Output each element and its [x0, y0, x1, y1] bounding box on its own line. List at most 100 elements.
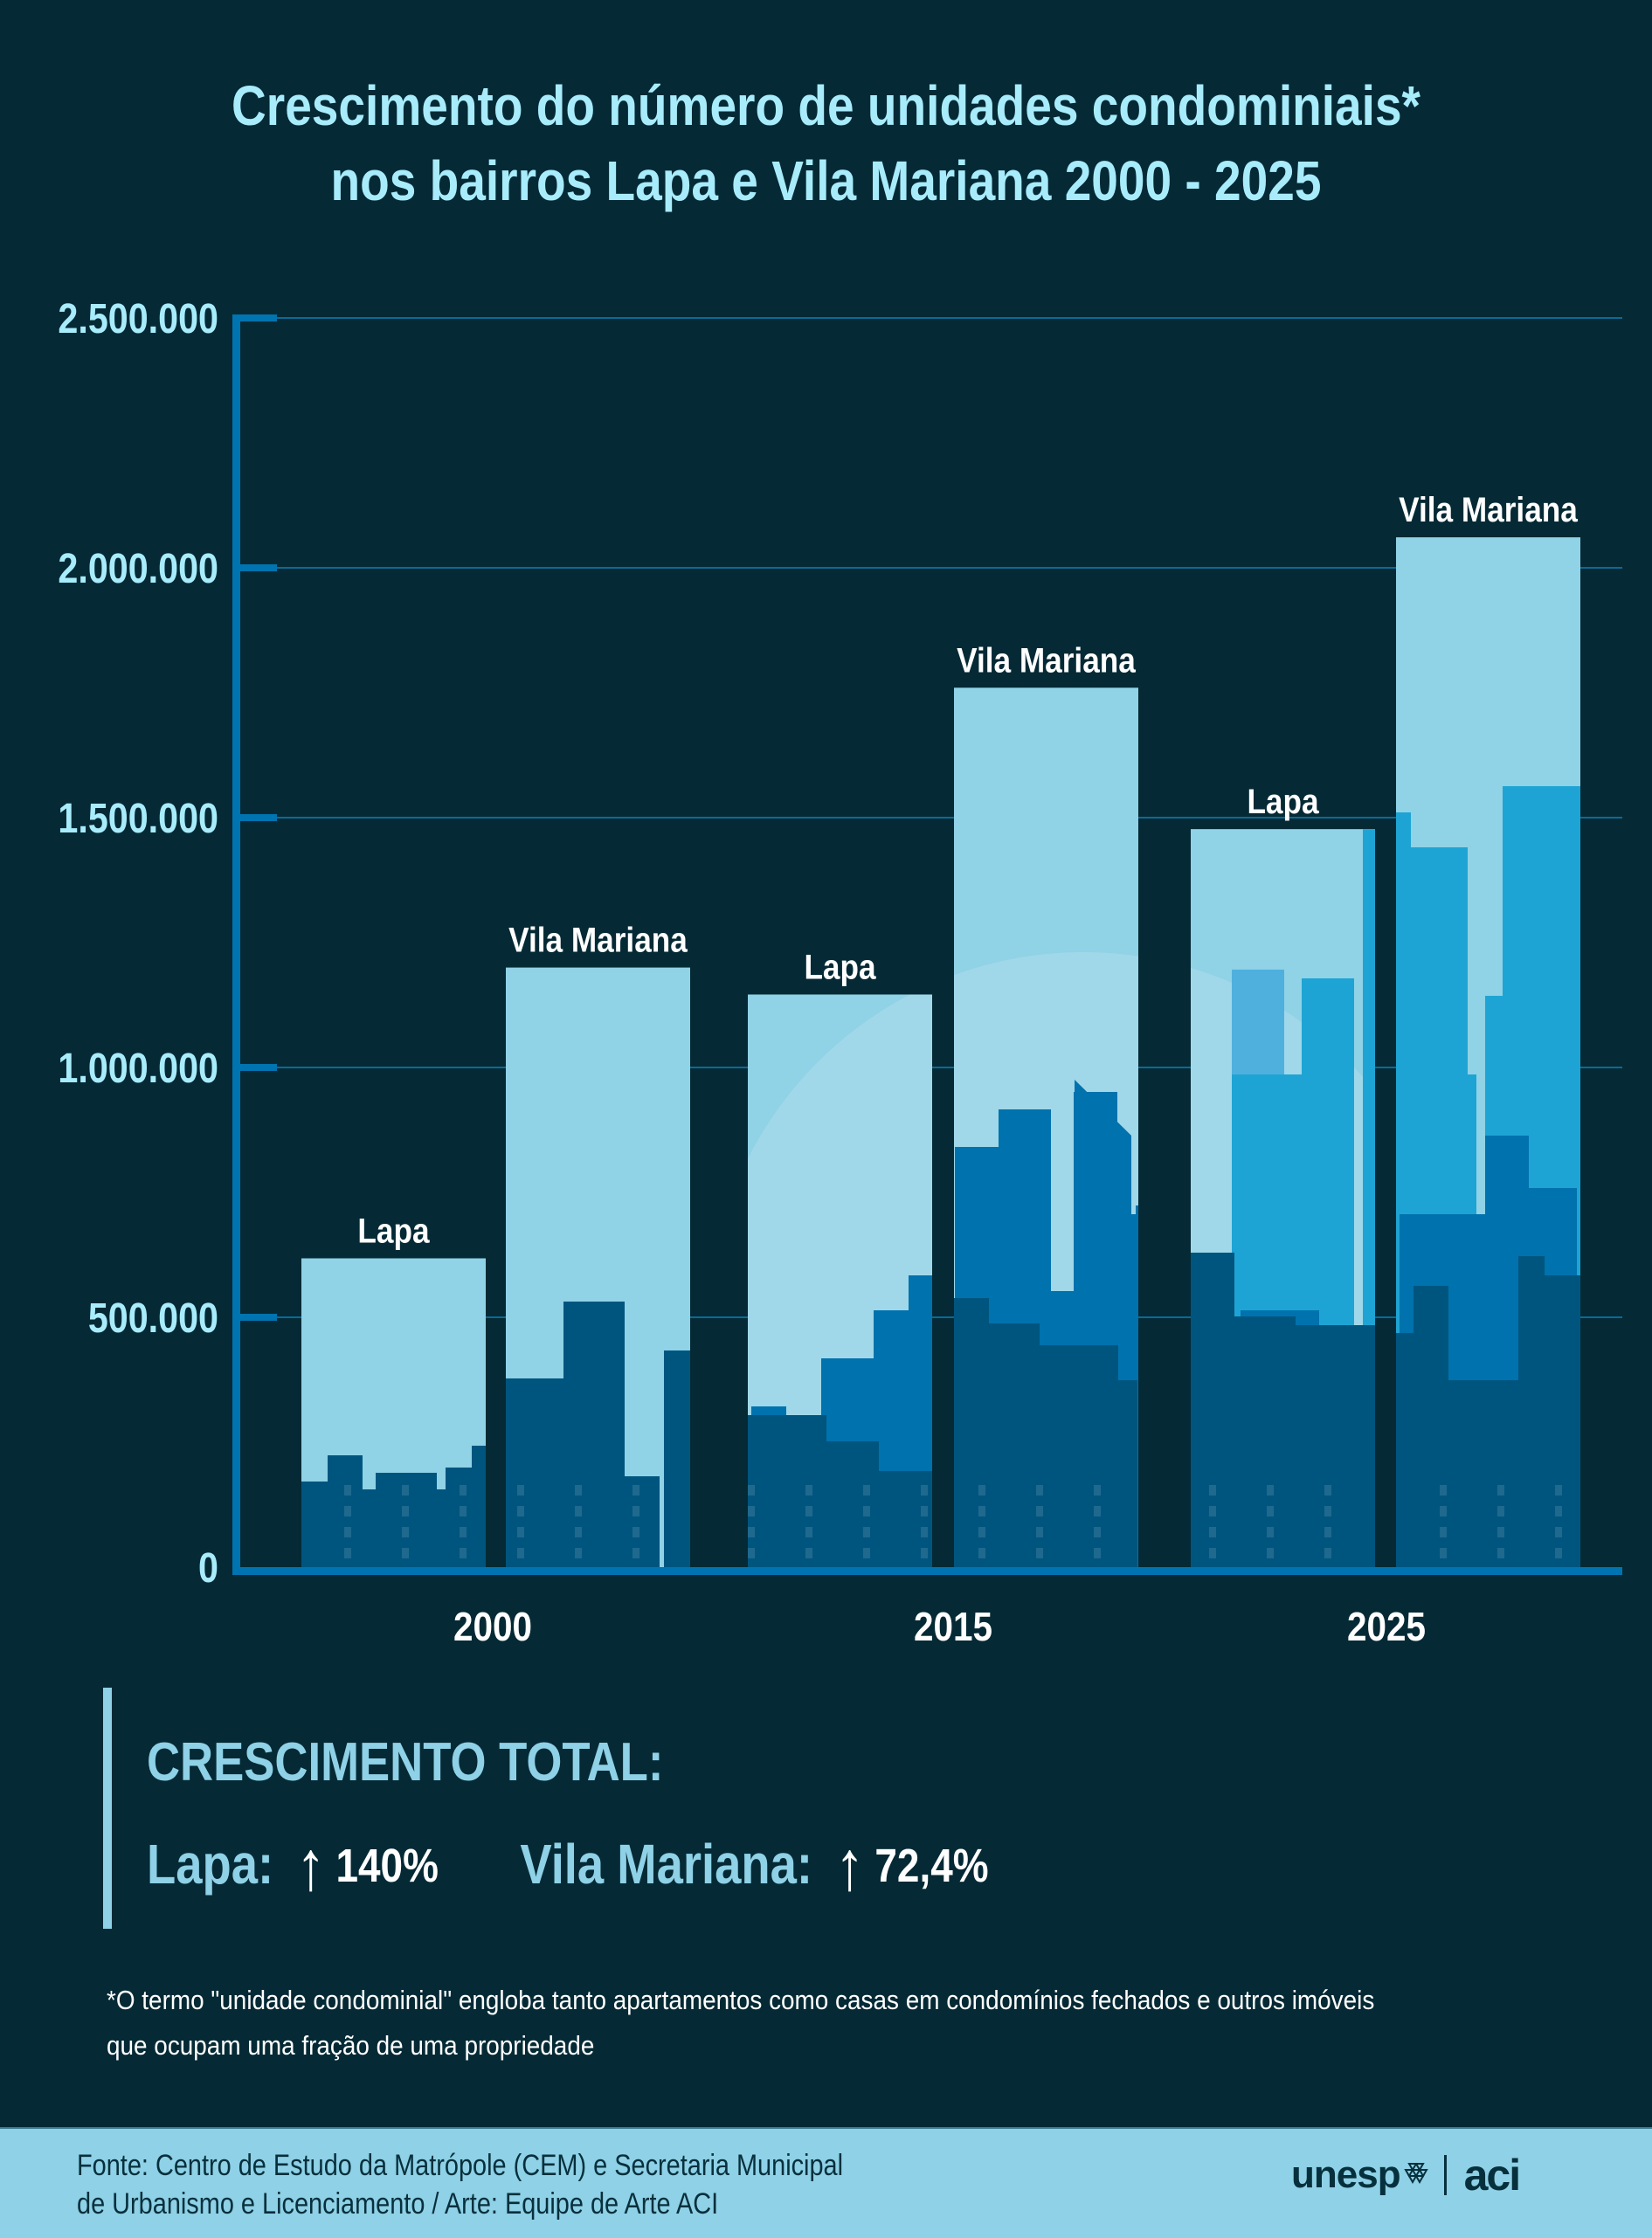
summary-vila-mariana-value: 72,4%	[874, 1840, 989, 1892]
window	[1209, 1527, 1216, 1537]
window	[1151, 1548, 1158, 1558]
window	[1036, 1506, 1043, 1516]
source-line-2: de Urbanismo e Licenciamento / Arte: Equ…	[77, 2187, 719, 2221]
window	[402, 1485, 409, 1495]
y-tick-label: 2.000.000	[58, 545, 218, 592]
bar-labels: Lapa Vila Mariana Lapa Vila Mariana Lapa Vila…	[357, 490, 1578, 1250]
window	[805, 1527, 812, 1537]
unesp-triangles-icon	[1403, 2163, 1428, 2185]
summary-row: Lapa: ↑ 140% Vila Mariana: ↑ 72,4%	[147, 1827, 989, 1904]
building	[1088, 1380, 1137, 1568]
title-line-2: nos bairros Lapa e Vila Mariana 2000 - 2…	[330, 149, 1322, 212]
window	[1267, 1548, 1274, 1558]
window	[1036, 1548, 1043, 1558]
y-tick-mark	[237, 1314, 277, 1321]
window	[863, 1548, 870, 1558]
building	[1518, 1256, 1545, 1568]
window	[575, 1527, 582, 1537]
window	[978, 1506, 985, 1516]
window	[344, 1548, 351, 1558]
building	[1136, 1205, 1171, 1568]
building	[1296, 1325, 1377, 1568]
window	[460, 1548, 467, 1558]
window	[1209, 1506, 1216, 1516]
window	[1094, 1548, 1101, 1558]
arrow-up-icon: ↑	[295, 1827, 326, 1904]
aci-logo: aci	[1463, 2151, 1522, 2200]
window	[402, 1506, 409, 1516]
window	[1267, 1506, 1274, 1516]
window	[517, 1485, 524, 1495]
window	[1324, 1506, 1331, 1516]
window	[863, 1527, 870, 1537]
window	[517, 1527, 524, 1537]
bar-chart: 0 500.000 1.000.000 1.500.000 2.000.000 2.500…	[58, 295, 1622, 1650]
chart-title: Crescimento do número de unidades condom…	[115, 68, 1536, 218]
window	[1094, 1506, 1101, 1516]
footer: Fonte: Centro de Estudo da Matrópole (CE…	[0, 2127, 1652, 2238]
window	[690, 1527, 697, 1537]
window	[1555, 1506, 1562, 1516]
window	[1036, 1527, 1043, 1537]
building	[625, 1476, 660, 1568]
window	[1151, 1506, 1158, 1516]
y-tick-mark	[237, 814, 277, 821]
window	[575, 1506, 582, 1516]
window	[1440, 1506, 1447, 1516]
source-credit: Fonte: Centro de Estudo da Matrópole (CE…	[77, 2146, 843, 2223]
window	[460, 1527, 467, 1537]
window	[863, 1485, 870, 1495]
window	[1382, 1548, 1389, 1558]
window	[1555, 1485, 1562, 1495]
bar-label-vila-mariana: Vila Mariana	[1399, 490, 1579, 529]
x-tick-label: 2015	[914, 1606, 992, 1650]
window	[1267, 1485, 1274, 1495]
building	[874, 1471, 934, 1568]
building	[826, 1441, 879, 1568]
window	[575, 1485, 582, 1495]
bar-label-vila-mariana: Vila Mariana	[508, 921, 688, 960]
arrow-up-icon: ↑	[834, 1827, 865, 1904]
y-tick-label: 500.000	[88, 1295, 218, 1342]
x-axis	[232, 1567, 1622, 1575]
window	[863, 1506, 870, 1516]
window	[1094, 1485, 1101, 1495]
window	[1497, 1548, 1504, 1558]
bar-label-lapa: Lapa	[1247, 782, 1319, 821]
window	[805, 1485, 812, 1495]
window	[1440, 1548, 1447, 1558]
y-tick-label: 2.500.000	[58, 295, 218, 342]
title-line-1: Crescimento do número de unidades condom…	[232, 74, 1420, 137]
window	[805, 1506, 812, 1516]
window	[402, 1548, 409, 1558]
window	[1555, 1548, 1562, 1558]
building	[954, 1298, 989, 1568]
building	[1545, 1275, 1580, 1568]
source-line-1: Fonte: Centro de Estudo da Matrópole (CE…	[77, 2149, 844, 2182]
window	[1440, 1485, 1447, 1495]
window	[517, 1506, 524, 1516]
summary-lapa-label: Lapa:	[147, 1833, 274, 1896]
summary-vila-mariana-label: Vila Mariana:	[520, 1833, 812, 1896]
window	[1324, 1548, 1331, 1558]
axes	[232, 314, 1622, 1575]
y-tick-label: 1.000.000	[58, 1045, 218, 1092]
building	[1234, 1316, 1296, 1568]
window	[575, 1548, 582, 1558]
window	[748, 1485, 755, 1495]
x-tick-labels: 2000 2015 2025	[453, 1606, 1426, 1650]
window	[1382, 1506, 1389, 1516]
y-tick-mark	[237, 1064, 277, 1071]
window	[632, 1548, 639, 1558]
window	[921, 1527, 928, 1537]
window	[748, 1548, 755, 1558]
footnote-line-2: que ocupam uma fração de uma propriedade	[107, 2030, 595, 2061]
window	[978, 1548, 985, 1558]
building	[328, 1455, 363, 1568]
building	[563, 1302, 625, 1568]
window	[460, 1506, 467, 1516]
window	[748, 1506, 755, 1516]
window	[921, 1485, 928, 1495]
window	[460, 1485, 467, 1495]
bar-label-vila-mariana: Vila Mariana	[957, 640, 1137, 680]
